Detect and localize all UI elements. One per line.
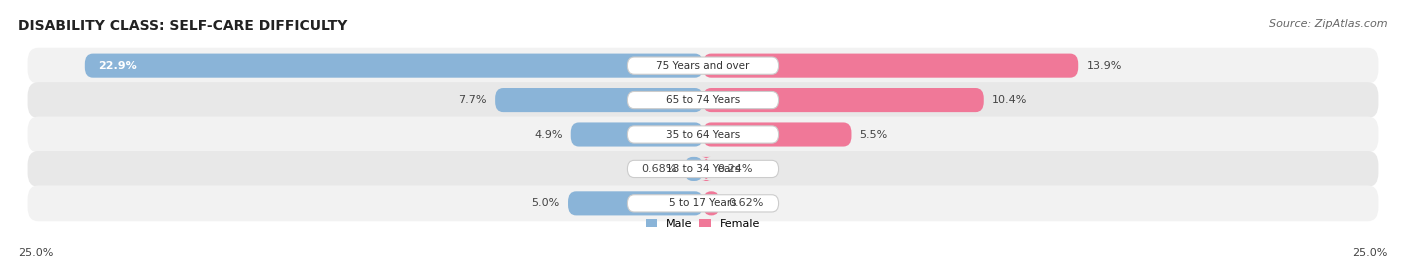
FancyBboxPatch shape [703,122,852,147]
FancyBboxPatch shape [28,185,1378,221]
FancyBboxPatch shape [571,122,703,147]
Text: Source: ZipAtlas.com: Source: ZipAtlas.com [1270,19,1388,29]
FancyBboxPatch shape [627,126,779,143]
Legend: Male, Female: Male, Female [647,218,759,229]
FancyBboxPatch shape [627,57,779,74]
Text: 75 Years and over: 75 Years and over [657,61,749,71]
FancyBboxPatch shape [703,54,1078,78]
Text: DISABILITY CLASS: SELF-CARE DIFFICULTY: DISABILITY CLASS: SELF-CARE DIFFICULTY [18,19,347,33]
FancyBboxPatch shape [627,91,779,109]
Text: 25.0%: 25.0% [1353,248,1388,258]
Text: 0.24%: 0.24% [717,164,754,174]
FancyBboxPatch shape [28,116,1378,153]
Text: 22.9%: 22.9% [98,61,136,71]
FancyBboxPatch shape [495,88,703,112]
Text: 5 to 17 Years: 5 to 17 Years [669,198,737,208]
FancyBboxPatch shape [627,195,779,212]
FancyBboxPatch shape [28,151,1378,187]
Text: 10.4%: 10.4% [991,95,1028,105]
Text: 65 to 74 Years: 65 to 74 Years [666,95,740,105]
Text: 25.0%: 25.0% [18,248,53,258]
FancyBboxPatch shape [703,191,720,215]
Text: 13.9%: 13.9% [1087,61,1122,71]
Text: 5.5%: 5.5% [859,129,887,140]
FancyBboxPatch shape [702,157,711,181]
FancyBboxPatch shape [28,82,1378,118]
Text: 5.0%: 5.0% [531,198,560,208]
FancyBboxPatch shape [703,88,984,112]
Text: 0.68%: 0.68% [641,164,676,174]
Text: 7.7%: 7.7% [458,95,486,105]
Text: 4.9%: 4.9% [534,129,562,140]
FancyBboxPatch shape [84,54,703,78]
FancyBboxPatch shape [568,191,703,215]
FancyBboxPatch shape [28,48,1378,84]
FancyBboxPatch shape [627,160,779,178]
Text: 35 to 64 Years: 35 to 64 Years [666,129,740,140]
Text: 18 to 34 Years: 18 to 34 Years [666,164,740,174]
FancyBboxPatch shape [685,157,703,181]
Text: 0.62%: 0.62% [728,198,763,208]
